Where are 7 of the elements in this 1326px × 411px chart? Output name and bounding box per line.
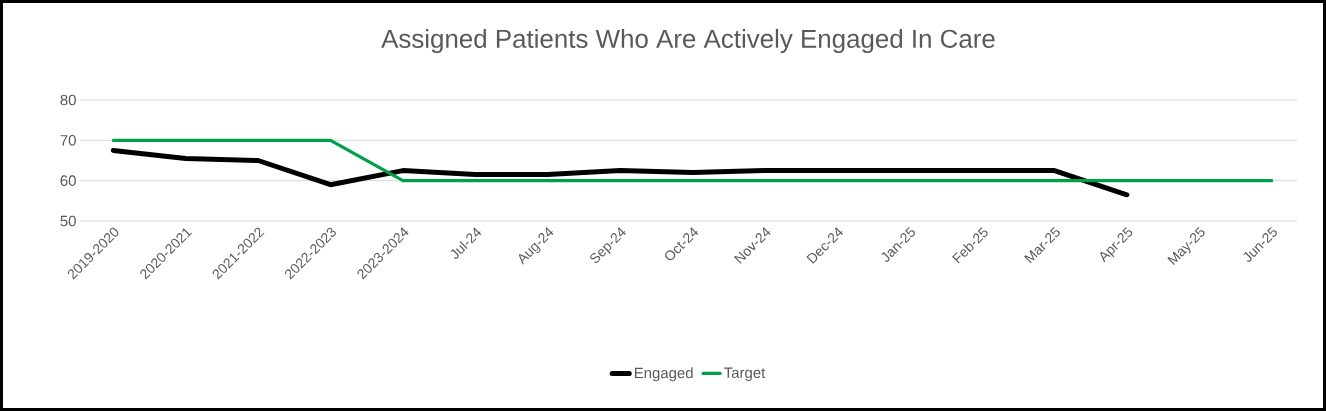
y-tick-label: 80 [60, 94, 76, 106]
legend-label: Engaged [634, 367, 693, 382]
y-tick-label: 70 [60, 135, 76, 146]
chart-title: Assigned Patients Who Are Actively Engaged In Care [381, 28, 995, 54]
y-tick-label: 50 [60, 215, 76, 227]
legend-label: Target [724, 367, 766, 381]
y-tick-label: 60 [60, 175, 76, 186]
